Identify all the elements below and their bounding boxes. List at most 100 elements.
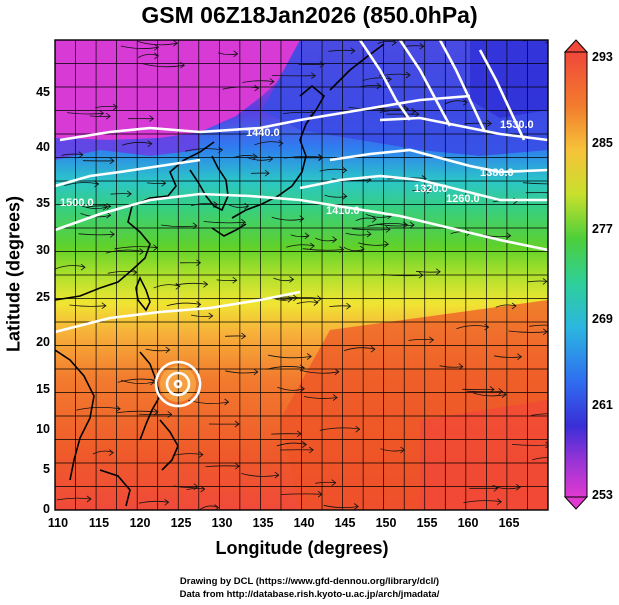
x-tick: 130 (211, 516, 233, 530)
streamline (110, 193, 132, 195)
streamline-arrow (414, 110, 420, 118)
streamline (494, 355, 522, 358)
streamline (232, 155, 257, 159)
streamline (381, 274, 424, 277)
streamline-arrow (318, 153, 324, 161)
streamline (315, 481, 336, 484)
streamline-arrow (376, 82, 382, 90)
streamline-arrow (560, 180, 564, 186)
streamline-arrow (334, 368, 340, 376)
streamline-arrow (346, 302, 352, 310)
streamline-arrow (411, 107, 417, 115)
streamline-arrow (371, 215, 377, 223)
streamline-arrow (342, 192, 348, 200)
contour-label: 1500.0 (60, 197, 94, 209)
y-tick: 15 (36, 382, 50, 396)
streamline-arrow (435, 268, 441, 276)
streamline (495, 304, 517, 308)
streamline-arrow (234, 420, 240, 428)
streamline-arrow (193, 483, 199, 491)
streamline (61, 153, 83, 156)
streamline (86, 205, 111, 208)
streamline-arrow (153, 244, 159, 252)
credit-drawing: Drawing by DCL (https://www.gfd-dennou.o… (179, 576, 440, 587)
streamline-arrow (252, 153, 258, 160)
streamline-arrow (278, 139, 284, 147)
streamline (174, 282, 208, 286)
streamline-arrow (167, 411, 173, 418)
streamline (222, 86, 259, 90)
streamline (376, 223, 415, 227)
streamline (161, 224, 197, 228)
streamline-arrow (551, 190, 555, 196)
streamline (69, 304, 106, 307)
streamline-arrow (101, 302, 107, 310)
streamline-arrow (153, 408, 159, 416)
lat-lon-grid (55, 40, 548, 510)
streamline-arrow (254, 84, 260, 92)
streamline-arrow (319, 61, 325, 68)
streamline-arrow (331, 479, 337, 487)
streamline (242, 80, 274, 83)
x-tick: 160 (457, 516, 479, 530)
streamline-arrow (112, 103, 118, 111)
streamline (355, 217, 377, 221)
streamline-arrow (318, 154, 324, 162)
streamline-arrow (264, 169, 270, 177)
streamline-arrow (405, 71, 411, 79)
streamline (137, 41, 178, 46)
streamline-arrow (339, 246, 345, 253)
streamline (380, 448, 405, 452)
streamline-arrow (501, 391, 507, 398)
colorbar-tick: 277 (592, 222, 613, 236)
streamline (296, 301, 318, 304)
streamline (199, 505, 219, 510)
streamline (92, 450, 114, 455)
streamline (271, 216, 304, 221)
streamline-arrow (218, 146, 224, 154)
streamline (166, 302, 201, 307)
y-tick: 45 (36, 85, 50, 99)
streamline (268, 354, 312, 359)
streamline-arrow (161, 179, 167, 187)
streamline (273, 297, 293, 301)
streamline (277, 386, 305, 391)
y-tick: 30 (36, 243, 50, 257)
streamline (466, 390, 503, 393)
streamline-arrow (233, 50, 239, 58)
streamline (416, 270, 441, 273)
colorbar-tick: 293 (592, 50, 613, 64)
streamline (362, 77, 392, 81)
streamline-arrow (542, 328, 548, 336)
streamline (331, 178, 371, 181)
streamline (55, 265, 86, 270)
y-tick: 40 (36, 140, 50, 154)
streamline-arrow (429, 336, 435, 344)
streamline-arrow (542, 278, 548, 285)
streamline-arrow (224, 398, 230, 406)
contour-label: 1260.0 (446, 193, 480, 205)
streamline-arrow (126, 190, 132, 198)
streamline-arrow (506, 232, 512, 240)
streamline-arrow (545, 40, 548, 44)
streamline (225, 370, 258, 374)
streamline (352, 228, 391, 231)
streamline-arrow (105, 112, 111, 120)
streamline-arrow (493, 484, 499, 492)
streamline-arrow (196, 301, 202, 308)
x-tick: 115 (88, 516, 110, 530)
streamline (473, 392, 507, 397)
streamline-arrow (149, 115, 155, 122)
streamline (279, 296, 322, 301)
colorbar-min-arrow (563, 496, 589, 510)
streamline (89, 115, 111, 117)
streamline-arrow (200, 485, 206, 493)
streamline-arrow (115, 405, 121, 413)
colorbar (563, 39, 589, 510)
streamline (358, 242, 389, 246)
streamline (120, 45, 159, 49)
streamline-arrow (300, 364, 305, 372)
colorbar-bar (564, 51, 588, 498)
streamline-arrow (109, 230, 115, 238)
streamline-arrow (154, 43, 159, 51)
